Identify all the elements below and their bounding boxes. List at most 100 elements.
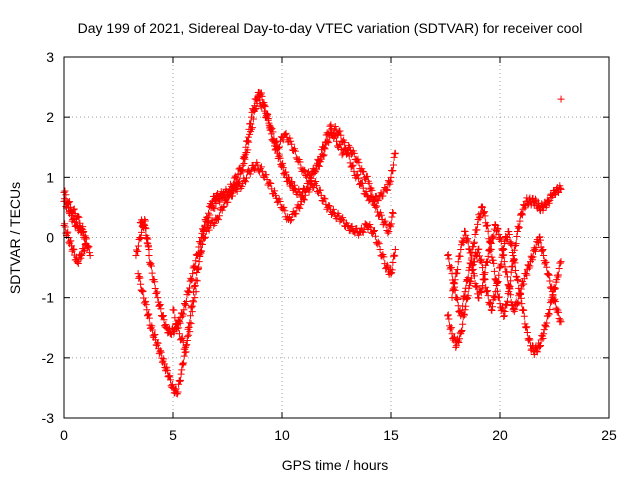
- data-point-upper-tail-fill: [137, 219, 145, 227]
- x-axis-label: GPS time / hours: [282, 457, 389, 473]
- data-point-lower-band-fill: [180, 359, 188, 367]
- data-point-late-band-a-fill: [445, 255, 453, 263]
- data-point-late-band-a-fill: [471, 230, 479, 238]
- data-point-upper-tail-fill: [373, 202, 381, 210]
- data-point-lower-band: [77, 252, 85, 260]
- data-point-late-band-b-fill: [533, 348, 541, 356]
- data-point-main-band-fill: [151, 278, 159, 286]
- data-point-upper-tail-fill: [205, 217, 213, 225]
- data-point-lower-band-fill: [179, 361, 187, 369]
- data-point-main-band-fill: [279, 159, 287, 167]
- data-point-upper-tail-fill: [178, 334, 186, 342]
- data-point-upper-tail-fill: [268, 125, 276, 133]
- data-point-main-band: [132, 252, 140, 260]
- data-point-lower-band-fill: [142, 297, 150, 305]
- data-point-lower-band-fill: [281, 207, 289, 215]
- data-point-late-band-b: [513, 276, 521, 284]
- data-point-main-band-fill: [365, 197, 373, 205]
- data-point-upper-tail-fill: [336, 141, 344, 149]
- data-point-late-band-b: [522, 324, 530, 332]
- data-point-late-band-b-fill: [545, 310, 553, 318]
- data-point-late-band-c-fill: [528, 256, 536, 264]
- y-tick-label: 2: [46, 109, 54, 125]
- data-point-late-band-a-fill: [516, 217, 524, 225]
- data-point-main-band: [136, 234, 144, 241]
- data-point-upper-tail-fill: [301, 166, 309, 174]
- data-point-lower-band-fill: [151, 331, 159, 339]
- data-point-late-band-c-fill: [494, 224, 502, 232]
- data-point-main-band-fill: [355, 175, 363, 183]
- data-point-lower-band: [387, 270, 395, 278]
- data-point-late-band-b-fill: [497, 262, 505, 270]
- data-point-lower-band-fill: [138, 287, 146, 295]
- data-point-late-band-a-fill: [500, 312, 508, 320]
- data-point-late-band-a-fill: [476, 214, 484, 222]
- data-point-lower-band-fill: [63, 229, 71, 237]
- data-point-late-band-b-fill: [542, 323, 550, 331]
- data-point-late-band-b-fill: [475, 245, 483, 253]
- data-point-upper-tail: [300, 167, 308, 175]
- data-point-upper-tail-fill: [286, 134, 294, 142]
- data-point-upper-tail-fill: [74, 212, 82, 220]
- data-point-upper-tail-fill: [363, 172, 371, 180]
- data-point-lower-band: [82, 240, 90, 248]
- data-point-lower-band-fill: [81, 246, 89, 254]
- data-point-lower-band-fill: [188, 303, 196, 311]
- data-point-main-band: [383, 185, 391, 193]
- data-point-late-band-b-fill: [494, 278, 502, 286]
- data-point-late-band-c-fill: [464, 238, 472, 246]
- data-point-upper-tail-fill: [144, 242, 152, 250]
- data-point-main-band-fill: [197, 239, 205, 247]
- data-point-late-band-c-fill: [504, 281, 512, 289]
- data-point-late-band-a-fill: [480, 208, 488, 216]
- data-point-lower-band-fill: [205, 226, 213, 234]
- data-point-main-band-fill: [285, 173, 293, 181]
- data-point-lower-band-fill: [80, 247, 88, 255]
- data-point-late-band-b-fill: [470, 258, 478, 266]
- data-point-upper-tail-fill: [244, 146, 252, 154]
- data-point-upper-tail-fill: [195, 263, 203, 271]
- data-point-late-band-c: [479, 282, 487, 290]
- data-point-late-band-a-fill: [502, 300, 510, 308]
- data-point-late-band-c-fill: [498, 245, 506, 253]
- data-point-late-band-c-fill: [548, 283, 556, 291]
- data-point-late-band-b-fill: [452, 343, 460, 351]
- data-point-upper-tail: [306, 173, 314, 181]
- data-point-upper-tail-fill: [350, 149, 358, 157]
- data-point-late-band-c-fill: [523, 271, 531, 279]
- data-point-main-band-fill: [159, 313, 167, 321]
- data-point-late-band-c-fill: [451, 283, 459, 291]
- data-point-lower-band-fill: [69, 245, 77, 253]
- data-point-late-band-b-fill: [486, 299, 494, 307]
- data-point-upper-tail: [333, 137, 340, 145]
- data-point-lower-band-fill: [166, 372, 174, 380]
- data-point-main-band-fill: [390, 153, 398, 161]
- data-point-lower-band-fill: [201, 233, 209, 241]
- data-point-main-band-fill: [325, 139, 333, 147]
- data-point-late-band-b-fill: [494, 278, 502, 286]
- data-point-late-band-b-fill: [467, 278, 475, 286]
- data-point-lower-band-fill: [61, 220, 69, 228]
- data-point-late-band-b-fill: [492, 281, 500, 289]
- data-point-upper-tail-fill: [324, 130, 332, 138]
- data-point-upper-tail-fill: [260, 102, 268, 110]
- data-point-late-band-b-fill: [495, 271, 503, 279]
- data-point-upper-tail-fill: [212, 200, 220, 208]
- data-point-late-band-b-fill: [488, 306, 496, 314]
- data-point-main-band-fill: [336, 127, 344, 135]
- data-point-late-band-b-fill: [523, 323, 531, 331]
- data-point-upper-tail-fill: [65, 198, 73, 206]
- data-point-lower-band-fill: [145, 310, 153, 318]
- data-point-late-band-b-fill: [525, 334, 533, 342]
- data-point-late-band-b-fill: [463, 294, 471, 302]
- data-point-late-band-c-fill: [469, 266, 477, 274]
- data-point-lower-band-fill: [167, 376, 175, 384]
- data-point-main-band-fill: [276, 154, 284, 162]
- data-point-late-band-c-fill: [539, 245, 547, 253]
- data-point-late-band-a: [518, 209, 526, 217]
- data-point-upper-tail: [385, 227, 393, 235]
- data-point-lower-band-fill: [246, 170, 254, 178]
- data-point-late-band-b-fill: [514, 277, 522, 285]
- data-point-main-band: [154, 294, 162, 302]
- data-point-upper-tail-fill: [75, 213, 83, 221]
